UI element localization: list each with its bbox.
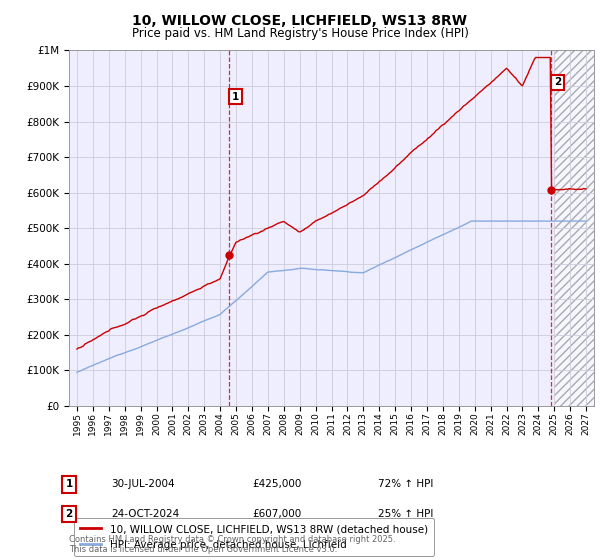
Legend: 10, WILLOW CLOSE, LICHFIELD, WS13 8RW (detached house), HPI: Average price, deta: 10, WILLOW CLOSE, LICHFIELD, WS13 8RW (d… [74,518,434,556]
Text: 30-JUL-2004: 30-JUL-2004 [111,479,175,489]
Text: Contains HM Land Registry data © Crown copyright and database right 2025.
This d: Contains HM Land Registry data © Crown c… [69,535,395,554]
Text: 10, WILLOW CLOSE, LICHFIELD, WS13 8RW: 10, WILLOW CLOSE, LICHFIELD, WS13 8RW [133,14,467,28]
Text: £425,000: £425,000 [252,479,301,489]
Text: Price paid vs. HM Land Registry's House Price Index (HPI): Price paid vs. HM Land Registry's House … [131,27,469,40]
Bar [554,50,594,406]
Text: 25% ↑ HPI: 25% ↑ HPI [378,509,433,519]
Bar [554,50,594,406]
Text: 72% ↑ HPI: 72% ↑ HPI [378,479,433,489]
Text: 2: 2 [554,77,561,87]
Text: 2: 2 [65,509,73,519]
Text: £607,000: £607,000 [252,509,301,519]
Text: 1: 1 [232,92,239,101]
Text: 24-OCT-2024: 24-OCT-2024 [111,509,179,519]
Text: 1: 1 [65,479,73,489]
